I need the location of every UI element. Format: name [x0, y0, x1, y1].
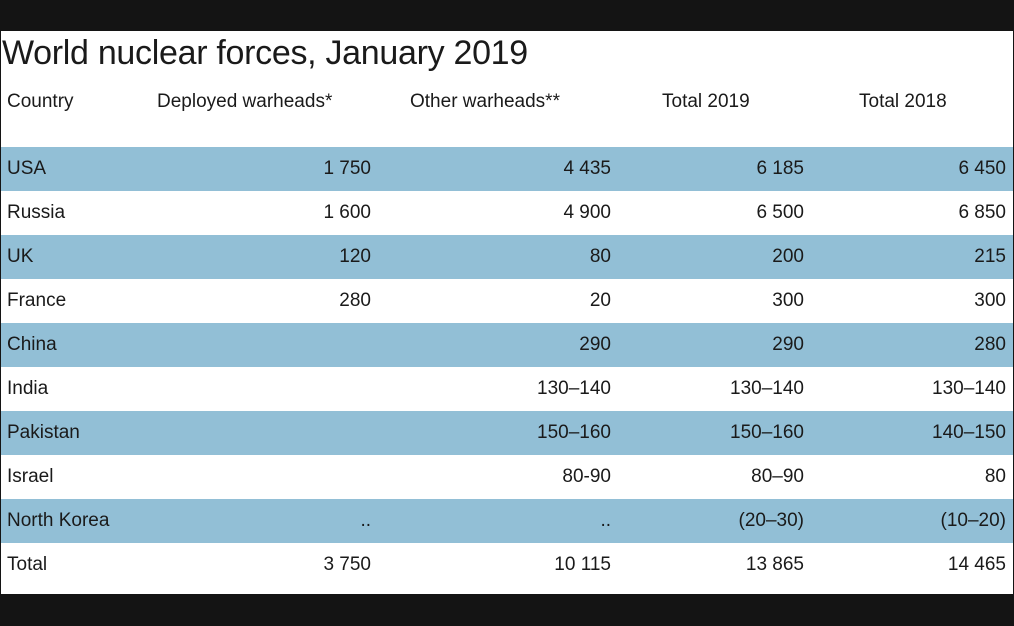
cell-total-2018: 300: [974, 290, 1006, 311]
cell-other: 4 900: [563, 202, 611, 223]
cell-total-2019: 300: [772, 290, 804, 311]
cell-other: ..: [600, 510, 611, 531]
table-row: Russia 1 600 4 900 6 500 6 850: [1, 191, 1013, 235]
cell-total-2019: 13 865: [745, 554, 804, 575]
cell-deployed: 120: [339, 246, 371, 267]
table-row: India 130–140 130–140 130–140: [1, 367, 1013, 411]
cell-country: UK: [7, 246, 34, 267]
cell-other: 20: [589, 290, 611, 311]
cell-total-2019: (20–30): [738, 510, 805, 531]
table-row: North Korea .. .. (20–30) (10–20): [1, 499, 1013, 543]
cell-country: Total: [7, 554, 48, 575]
cell-other: 10 115: [554, 554, 611, 575]
cell-total-2018: 130–140: [932, 378, 1006, 399]
cell-total-2019: 150–160: [730, 422, 804, 443]
header-total-2019: Total 2019: [662, 91, 750, 112]
table-total-row: Total 3 750 10 115 13 865 14 465: [1, 543, 1013, 587]
cell-total-2019: 6 500: [756, 202, 804, 223]
cell-country: North Korea: [7, 510, 110, 531]
cell-other: 130–140: [537, 378, 611, 399]
table-header-row: Country Deployed warheads* Other warhead…: [1, 85, 1013, 119]
table-row: France 280 20 300 300: [1, 279, 1013, 323]
cell-total-2018: 6 850: [958, 202, 1006, 223]
table-row: Pakistan 150–160 150–160 140–150: [1, 411, 1013, 455]
cell-deployed: 280: [339, 290, 371, 311]
cell-total-2018: 80: [984, 466, 1006, 487]
table-row: China 290 290 280: [1, 323, 1013, 367]
cell-total-2019: 200: [772, 246, 804, 267]
cell-total-2018: 14 465: [947, 554, 1006, 575]
cell-country: Russia: [7, 202, 66, 223]
cell-other: 80: [589, 246, 611, 267]
cell-country: USA: [7, 158, 47, 179]
cell-other: 290: [579, 334, 611, 355]
cell-total-2018: 280: [974, 334, 1006, 355]
cell-country: India: [7, 378, 49, 399]
table-row: USA 1 750 4 435 6 185 6 450: [1, 147, 1013, 191]
header-deployed-warheads: Deployed warheads*: [157, 91, 333, 112]
cell-total-2019: 290: [772, 334, 804, 355]
table-body: USA 1 750 4 435 6 185 6 450 Russia 1 600…: [1, 147, 1013, 587]
top-frame-bar: [0, 0, 1014, 31]
cell-deployed: 1 750: [323, 158, 371, 179]
cell-deployed: 3 750: [323, 554, 371, 575]
cell-deployed: ..: [360, 510, 371, 531]
table-row: Israel 80-90 80–90 80: [1, 455, 1013, 499]
bottom-frame-bar: [0, 594, 1014, 626]
cell-country: Pakistan: [7, 422, 80, 443]
cell-country: China: [7, 334, 57, 355]
header-other-warheads: Other warheads**: [410, 91, 560, 112]
cell-total-2018: (10–20): [940, 510, 1007, 531]
header-country: Country: [7, 91, 74, 112]
cell-other: 4 435: [563, 158, 611, 179]
cell-other: 150–160: [537, 422, 611, 443]
cell-total-2019: 80–90: [751, 466, 804, 487]
cell-total-2018: 140–150: [932, 422, 1006, 443]
cell-country: Israel: [7, 466, 54, 487]
cell-country: France: [7, 290, 67, 311]
table-title: World nuclear forces, January 2019: [2, 34, 528, 72]
cell-total-2019: 130–140: [730, 378, 804, 399]
table-panel: World nuclear forces, January 2019 Count…: [1, 31, 1013, 594]
table-row: UK 120 80 200 215: [1, 235, 1013, 279]
cell-other: 80-90: [562, 466, 611, 487]
cell-total-2018: 215: [974, 246, 1006, 267]
cell-total-2019: 6 185: [756, 158, 804, 179]
cell-deployed: 1 600: [323, 202, 371, 223]
cell-total-2018: 6 450: [958, 158, 1006, 179]
header-total-2018: Total 2018: [859, 91, 947, 112]
